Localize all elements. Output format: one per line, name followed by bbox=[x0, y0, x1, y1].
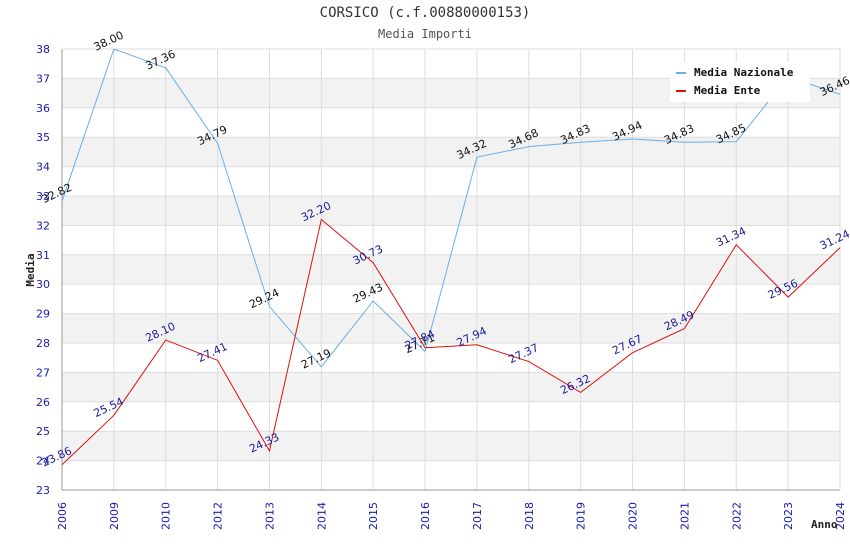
y-axis-label: Media bbox=[24, 253, 37, 286]
x-tick-label: 2012 bbox=[212, 502, 225, 530]
x-axis-label: Anno bbox=[811, 518, 838, 531]
x-tick-label: 2018 bbox=[523, 502, 536, 530]
grid-band bbox=[62, 254, 840, 285]
grid-band bbox=[62, 372, 840, 402]
x-tick-label: 2017 bbox=[471, 502, 484, 530]
legend-swatch-media-nazionale bbox=[676, 72, 686, 74]
y-tick-label: 30 bbox=[36, 278, 50, 291]
x-tick-label: 2024 bbox=[834, 502, 847, 530]
chart-legend: Media Nazionale Media Ente bbox=[670, 62, 810, 102]
legend-label-media-nazionale: Media Nazionale bbox=[694, 66, 794, 79]
grid-band bbox=[62, 343, 840, 373]
y-tick-label: 29 bbox=[36, 308, 50, 321]
y-tick-label: 28 bbox=[36, 337, 50, 350]
series-line-media-nazionale bbox=[61, 48, 841, 368]
x-tick-label: 2016 bbox=[419, 502, 432, 530]
grid-band bbox=[62, 431, 840, 461]
y-tick-label: 31 bbox=[36, 249, 50, 262]
x-tick-label: 2019 bbox=[575, 502, 588, 530]
chart-subtitle: Media Importi bbox=[378, 27, 472, 41]
grid-band bbox=[62, 107, 840, 138]
x-tick-label: 2009 bbox=[108, 502, 121, 530]
x-tick-label: 2021 bbox=[678, 502, 691, 530]
y-tick-label: 25 bbox=[36, 425, 50, 438]
series-line-media-ente bbox=[61, 218, 841, 466]
y-tick-label: 36 bbox=[36, 102, 50, 115]
y-tick-label: 27 bbox=[36, 366, 50, 379]
y-tick-label: 33 bbox=[36, 190, 50, 203]
y-tick-label: 37 bbox=[36, 72, 50, 85]
y-tick-label: 38 bbox=[36, 43, 50, 56]
grid-band bbox=[62, 196, 840, 226]
y-tick-label: 35 bbox=[36, 131, 50, 144]
grid-band bbox=[62, 460, 840, 490]
y-tick-label: 32 bbox=[36, 219, 50, 232]
y-tick-label: 24 bbox=[36, 455, 50, 468]
grid-band bbox=[62, 166, 840, 196]
x-tick-label: 2013 bbox=[263, 502, 276, 530]
grid-band bbox=[62, 313, 840, 343]
x-tick-label: 2015 bbox=[367, 502, 380, 530]
x-tick-label: 2022 bbox=[730, 502, 743, 530]
grid-band bbox=[62, 284, 840, 314]
x-tick-label: 2020 bbox=[627, 502, 640, 530]
x-tick-label: 2014 bbox=[315, 502, 328, 530]
chart-title: CORSICO (c.f.00880000153) bbox=[319, 5, 531, 21]
y-tick-label: 23 bbox=[36, 484, 50, 497]
grid-band bbox=[62, 401, 840, 432]
legend-swatch-media-ente bbox=[676, 90, 686, 92]
legend-label-media-ente: Media Ente bbox=[694, 84, 761, 97]
x-tick-label: 2006 bbox=[56, 502, 69, 530]
y-tick-label: 26 bbox=[36, 396, 50, 409]
y-tick-label: 34 bbox=[36, 161, 50, 174]
grid-band bbox=[62, 225, 840, 255]
x-tick-label: 2023 bbox=[782, 502, 795, 530]
x-tick-label: 2010 bbox=[160, 502, 173, 530]
